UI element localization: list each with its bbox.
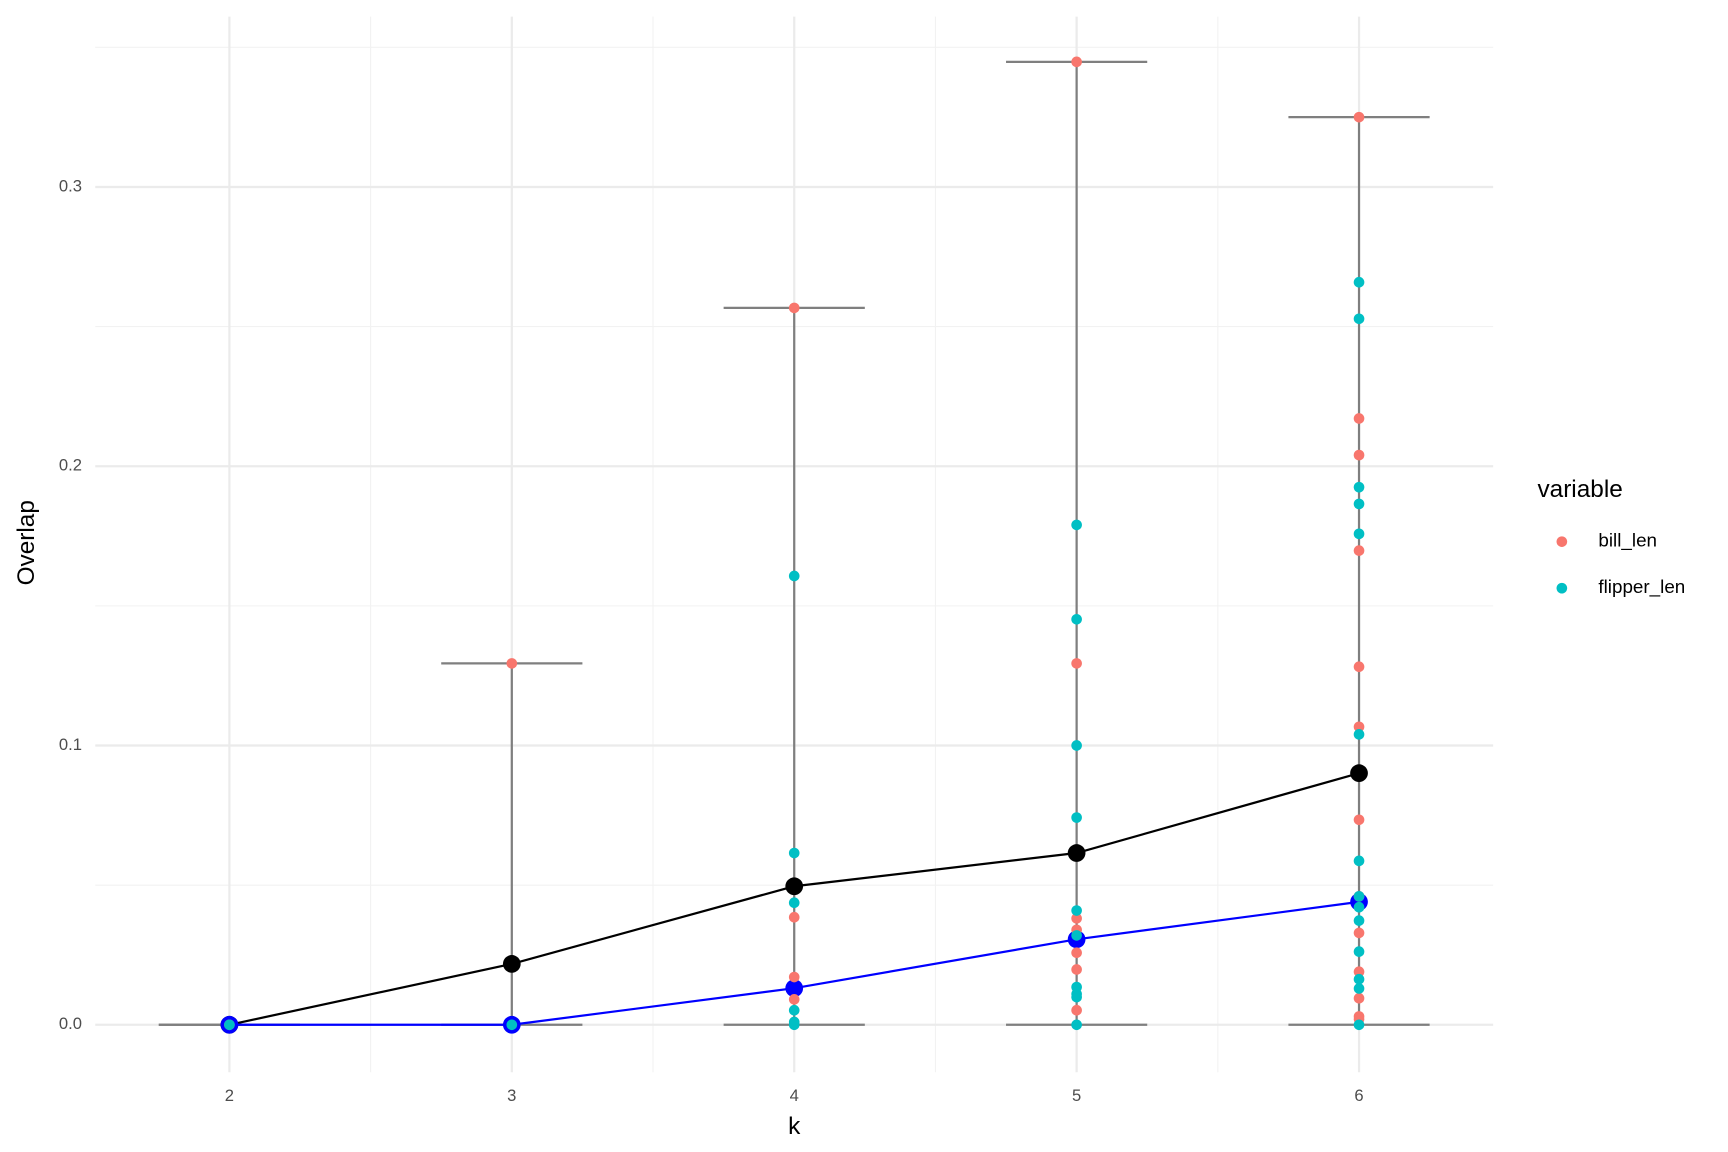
y-tick-label: 0.2 xyxy=(59,456,82,475)
legend-title: variable xyxy=(1537,476,1622,503)
point xyxy=(1353,313,1365,325)
x-tick-label: 6 xyxy=(1354,1086,1363,1105)
point xyxy=(1353,983,1365,994)
point xyxy=(1071,1019,1082,1031)
summary-point xyxy=(785,877,804,896)
point xyxy=(1353,966,1365,978)
x-axis-title: k xyxy=(788,1113,801,1140)
point xyxy=(1353,528,1365,540)
point xyxy=(1071,658,1082,669)
x-tick-label: 3 xyxy=(507,1086,516,1105)
point xyxy=(1353,721,1365,733)
point xyxy=(1071,519,1082,531)
y-tick-label: 0.0 xyxy=(59,1014,82,1033)
point xyxy=(1353,814,1365,826)
legend-label: bill_len xyxy=(1598,530,1657,552)
point xyxy=(788,994,800,1005)
point xyxy=(1071,56,1082,68)
point xyxy=(1353,973,1365,985)
point xyxy=(1353,545,1365,556)
point xyxy=(1353,481,1365,493)
summary-point xyxy=(1350,764,1368,783)
point xyxy=(788,897,800,909)
summary-point xyxy=(785,979,804,998)
point xyxy=(788,302,800,314)
point xyxy=(1353,901,1365,913)
point xyxy=(788,1019,800,1031)
point xyxy=(1353,276,1365,288)
point xyxy=(1071,1004,1082,1016)
point xyxy=(1353,413,1365,424)
x-tick-label: 4 xyxy=(790,1086,799,1105)
point xyxy=(788,911,800,923)
point xyxy=(1071,740,1082,751)
legend-swatch xyxy=(1556,582,1568,594)
point xyxy=(1353,927,1365,939)
y-tick-label: 0.3 xyxy=(59,176,82,195)
point xyxy=(506,1019,518,1031)
x-tick-label: 2 xyxy=(225,1086,234,1105)
point xyxy=(224,1019,235,1031)
point xyxy=(506,658,518,669)
point xyxy=(1353,449,1365,461)
point xyxy=(1353,729,1365,740)
point xyxy=(1071,613,1082,625)
summary-point xyxy=(502,955,521,973)
point xyxy=(1353,855,1365,867)
point xyxy=(1353,498,1365,510)
x-tick-label: 5 xyxy=(1072,1086,1081,1105)
summary-point xyxy=(1067,844,1086,862)
point xyxy=(1071,913,1082,924)
point xyxy=(1353,992,1365,1004)
point xyxy=(1071,905,1082,916)
legend-label: flipper_len xyxy=(1598,576,1685,598)
point xyxy=(1071,947,1082,959)
point xyxy=(1071,930,1082,941)
point xyxy=(1353,661,1365,673)
point xyxy=(1353,890,1365,902)
point xyxy=(1353,915,1365,926)
point xyxy=(1071,812,1082,823)
point xyxy=(788,1004,800,1016)
point xyxy=(1071,991,1082,1003)
legend-swatch xyxy=(1556,536,1568,547)
point xyxy=(1353,946,1365,957)
point xyxy=(1071,964,1082,975)
y-tick-label: 0.1 xyxy=(59,735,82,754)
point xyxy=(1353,111,1365,123)
point xyxy=(1353,1019,1365,1031)
y-axis-title: Overlap xyxy=(13,500,40,585)
point xyxy=(788,971,800,983)
point xyxy=(788,570,800,582)
point xyxy=(788,847,800,859)
